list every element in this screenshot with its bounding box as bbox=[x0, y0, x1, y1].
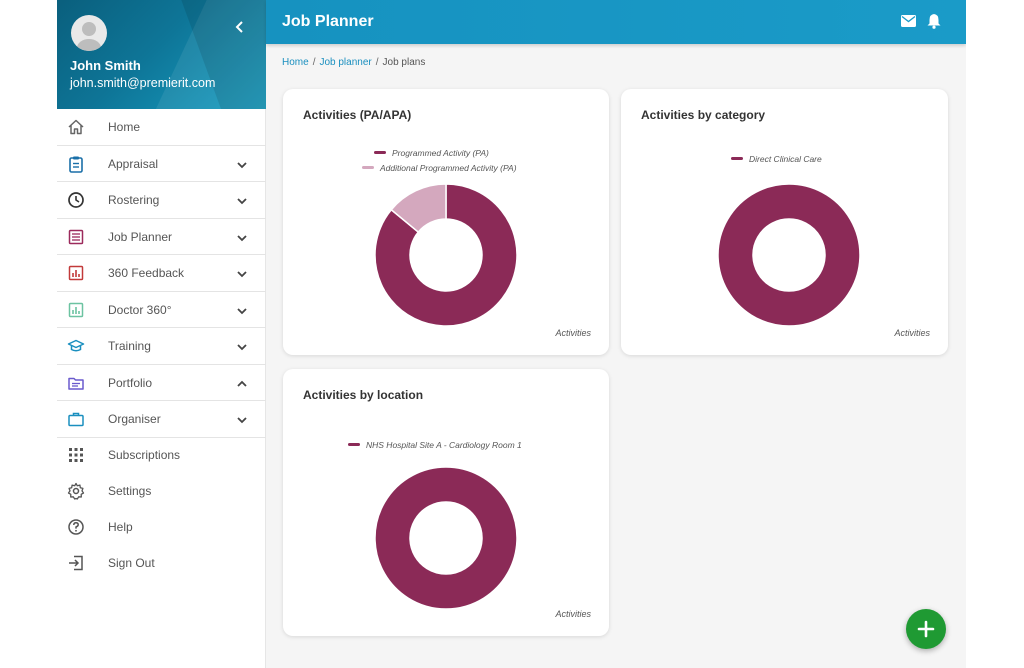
breadcrumb-current: Job plans bbox=[382, 57, 426, 68]
sidebar-item-label: Settings bbox=[108, 484, 152, 498]
chevron-down-icon bbox=[237, 198, 247, 205]
sidebar-item-appraisal[interactable]: Appraisal bbox=[57, 146, 266, 182]
legend-swatch bbox=[348, 443, 360, 447]
collapse-sidebar-icon[interactable] bbox=[232, 20, 248, 36]
user-email: john.smith@premierit.com bbox=[70, 76, 216, 90]
list-icon bbox=[68, 229, 84, 244]
donut-slice[interactable] bbox=[374, 183, 518, 327]
legend-swatch bbox=[731, 157, 743, 161]
clipboard-icon bbox=[69, 156, 83, 173]
sidebar-item-label: Rostering bbox=[108, 193, 160, 207]
briefcase-icon bbox=[68, 412, 84, 427]
sidebar-item-training[interactable]: Training bbox=[57, 328, 266, 365]
sidebar-item-job-planner[interactable]: Job Planner bbox=[57, 219, 266, 255]
legend-label: Direct Clinical Care bbox=[749, 154, 822, 164]
sidebar: John Smith john.smith@premierit.com Home… bbox=[57, 0, 266, 668]
chevron-down-icon bbox=[237, 234, 247, 241]
donut-slice[interactable] bbox=[374, 466, 518, 610]
chart-card-pa-apa: Activities (PA/APA) Programmed Activity … bbox=[283, 89, 609, 355]
legend-label: Programmed Activity (PA) bbox=[392, 148, 489, 158]
chart-icon bbox=[68, 265, 84, 281]
donut-chart bbox=[717, 183, 861, 327]
sidebar-item-label: Training bbox=[108, 339, 151, 353]
chart-title: Activities by category bbox=[641, 108, 766, 122]
help-icon bbox=[68, 519, 84, 535]
sidebar-item-label: Sign Out bbox=[108, 556, 155, 570]
top-bar: Job Planner bbox=[266, 0, 966, 44]
sidebar-item-subscriptions[interactable]: Subscriptions bbox=[57, 437, 266, 473]
sidebar-item-label: Job Planner bbox=[108, 229, 173, 244]
sign-out-icon bbox=[69, 555, 83, 571]
chevron-down-icon bbox=[237, 161, 247, 168]
sidebar-item-settings[interactable]: Settings bbox=[57, 473, 266, 509]
chart-footer: Activities bbox=[555, 328, 591, 338]
donut-slice[interactable] bbox=[390, 183, 447, 234]
sidebar-item-label: 360 Feedback bbox=[108, 266, 185, 280]
profile-panel: John Smith john.smith@premierit.com bbox=[57, 0, 266, 109]
chevron-down-icon bbox=[237, 417, 247, 424]
chart-footer: Activities bbox=[894, 328, 930, 338]
graduation-cap-icon bbox=[67, 339, 85, 352]
sidebar-item-label: Portfolio bbox=[108, 375, 153, 390]
app-window: John Smith john.smith@premierit.com Home… bbox=[57, 0, 966, 668]
legend-item[interactable]: NHS Hospital Site A - Cardiology Room 1 bbox=[348, 440, 522, 450]
sidebar-item-label: Doctor 360° bbox=[108, 302, 172, 317]
page-title: Job Planner bbox=[282, 13, 374, 30]
legend-swatch bbox=[362, 166, 374, 170]
donut-chart bbox=[374, 466, 518, 610]
user-name: John Smith bbox=[70, 58, 141, 73]
add-button[interactable] bbox=[906, 609, 946, 649]
legend-swatch bbox=[374, 151, 386, 155]
bell-icon[interactable] bbox=[927, 13, 941, 29]
legend-item[interactable]: Additional Programmed Activity (PA) bbox=[362, 163, 517, 173]
sidebar-item-label: Home bbox=[108, 120, 141, 134]
sidebar-item-sign-out[interactable]: Sign Out bbox=[57, 545, 266, 581]
chevron-down-icon bbox=[237, 344, 247, 351]
chevron-down-icon bbox=[237, 271, 247, 278]
sidebar-item-360-feedback[interactable]: 360 Feedback bbox=[57, 255, 266, 292]
gear-icon bbox=[67, 482, 85, 500]
legend-label: Additional Programmed Activity (PA) bbox=[380, 163, 517, 173]
donut-slice[interactable] bbox=[717, 183, 861, 327]
sidebar-item-organiser[interactable]: Organiser bbox=[57, 401, 266, 438]
legend-label: NHS Hospital Site A - Cardiology Room 1 bbox=[366, 440, 522, 450]
grid-icon bbox=[69, 448, 83, 462]
legend-item[interactable]: Direct Clinical Care bbox=[731, 154, 822, 164]
avatar[interactable] bbox=[71, 15, 107, 51]
chevron-up-icon bbox=[237, 380, 247, 387]
chart-title: Activities (PA/APA) bbox=[303, 108, 412, 122]
chart-card-category: Activities by category Direct Clinical C… bbox=[621, 89, 948, 355]
chevron-down-icon bbox=[237, 307, 247, 314]
sidebar-item-help[interactable]: Help bbox=[57, 509, 266, 545]
sidebar-nav: Home Appraisal Rostering Job Planner 360… bbox=[57, 109, 266, 438]
plus-icon bbox=[917, 620, 935, 638]
sidebar-item-doctor-360[interactable]: Doctor 360° bbox=[57, 292, 266, 328]
chart-footer: Activities bbox=[555, 609, 591, 619]
sidebar-item-label: Subscriptions bbox=[108, 448, 181, 462]
mail-icon[interactable] bbox=[901, 15, 916, 27]
sidebar-footer-nav: Subscriptions Settings Help Sign Out bbox=[57, 437, 266, 581]
breadcrumb: Home / Job planner / Job plans bbox=[282, 57, 426, 68]
folder-icon bbox=[68, 377, 84, 390]
sidebar-item-portfolio[interactable]: Portfolio bbox=[57, 365, 266, 401]
sidebar-item-label: Help bbox=[108, 520, 133, 534]
sidebar-item-label: Organiser bbox=[108, 412, 161, 426]
sidebar-item-rostering[interactable]: Rostering bbox=[57, 182, 266, 219]
breadcrumb-home-link[interactable]: Home bbox=[282, 57, 309, 68]
chart-icon bbox=[68, 302, 84, 317]
breadcrumb-job-planner-link[interactable]: Job planner bbox=[319, 57, 372, 68]
sidebar-item-home[interactable]: Home bbox=[57, 109, 266, 146]
sidebar-item-label: Appraisal bbox=[108, 156, 159, 171]
chart-card-location: Activities by location NHS Hospital Site… bbox=[283, 369, 609, 636]
clock-icon bbox=[68, 192, 84, 208]
home-icon bbox=[68, 119, 84, 135]
legend-item[interactable]: Programmed Activity (PA) bbox=[374, 148, 489, 158]
chart-title: Activities by location bbox=[303, 388, 424, 402]
donut-chart bbox=[374, 183, 518, 327]
